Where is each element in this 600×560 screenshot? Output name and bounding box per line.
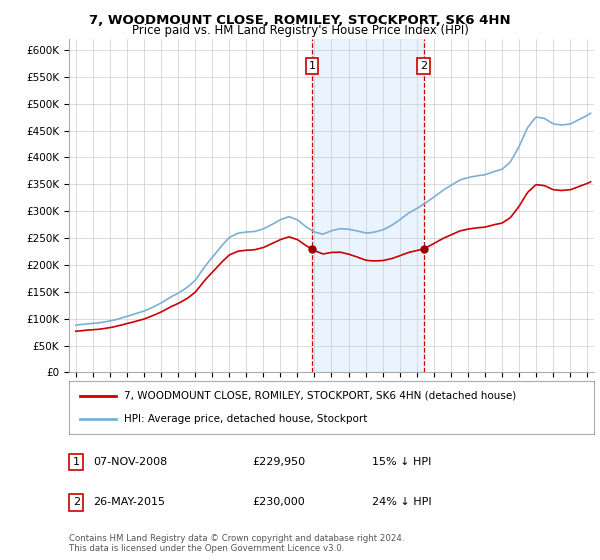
Text: 7, WOODMOUNT CLOSE, ROMILEY, STOCKPORT, SK6 4HN (detached house): 7, WOODMOUNT CLOSE, ROMILEY, STOCKPORT, … [124, 391, 517, 401]
Text: Price paid vs. HM Land Registry's House Price Index (HPI): Price paid vs. HM Land Registry's House … [131, 24, 469, 37]
Text: 1: 1 [73, 457, 80, 467]
Text: 1: 1 [308, 61, 316, 71]
Bar [312, 39, 424, 372]
Text: HPI: Average price, detached house, Stockport: HPI: Average price, detached house, Stoc… [124, 414, 367, 424]
Text: 26-MAY-2015: 26-MAY-2015 [93, 497, 165, 507]
Text: 07-NOV-2008: 07-NOV-2008 [93, 457, 167, 467]
Text: 7, WOODMOUNT CLOSE, ROMILEY, STOCKPORT, SK6 4HN: 7, WOODMOUNT CLOSE, ROMILEY, STOCKPORT, … [89, 14, 511, 27]
Text: 15% ↓ HPI: 15% ↓ HPI [372, 457, 431, 467]
Text: 2: 2 [73, 497, 80, 507]
Text: £229,950: £229,950 [252, 457, 305, 467]
Text: £230,000: £230,000 [252, 497, 305, 507]
Text: 2: 2 [420, 61, 427, 71]
Text: 24% ↓ HPI: 24% ↓ HPI [372, 497, 431, 507]
Text: Contains HM Land Registry data © Crown copyright and database right 2024.
This d: Contains HM Land Registry data © Crown c… [69, 534, 404, 553]
